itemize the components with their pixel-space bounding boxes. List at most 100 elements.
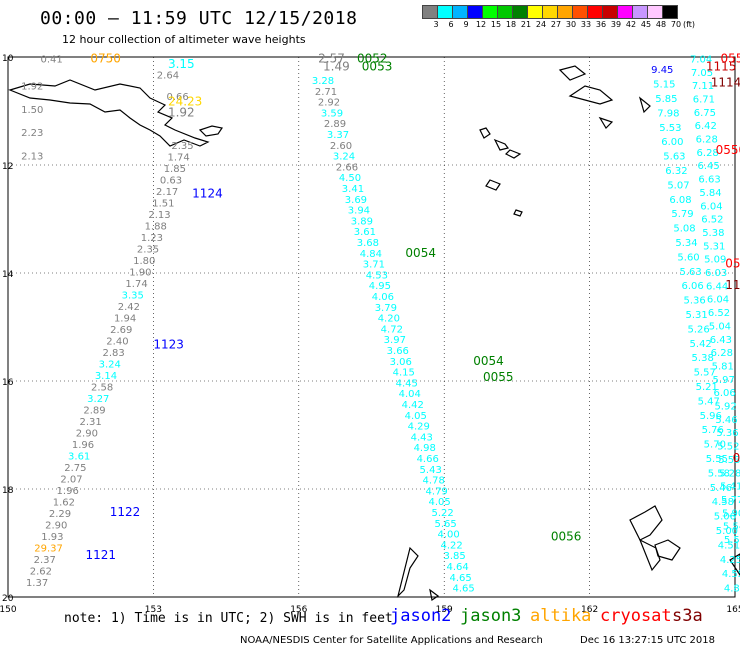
- wave-height-value: 2.90: [45, 521, 67, 532]
- wave-height-value: 3.27: [87, 394, 109, 405]
- wave-height-value: 1.80: [133, 256, 155, 267]
- wave-height-value: 2.40: [106, 336, 128, 347]
- legend-label: 24: [535, 20, 547, 29]
- map-frame: [7, 56, 736, 598]
- wave-height-value: 5.41: [720, 482, 740, 493]
- island-outline: [729, 553, 740, 577]
- wave-height-value: 7.98: [657, 108, 679, 119]
- wave-height-value: 5.57: [694, 368, 716, 379]
- wave-height-value: 1.96: [57, 486, 79, 497]
- wave-height-value: 5.09: [704, 255, 726, 266]
- wave-height-value: 2.89: [83, 406, 105, 417]
- lon-tick-label: 162: [581, 605, 598, 615]
- wave-height-value: 1.51: [152, 198, 174, 209]
- wave-height-value: 1.37: [26, 578, 48, 589]
- orbit-time-label: 0: [733, 451, 740, 465]
- wave-height-value: 2.62: [30, 567, 52, 578]
- wave-height-value: 3.41: [342, 184, 364, 195]
- wave-height-value: 4.15: [393, 368, 415, 379]
- wave-height-value: 6.75: [694, 108, 716, 119]
- legend-cell: [512, 5, 528, 19]
- legend-cell: [437, 5, 453, 19]
- wave-height-value: 2.13: [21, 152, 43, 163]
- island-outline: [479, 127, 491, 139]
- legend-label: 70: [670, 20, 682, 29]
- wave-height-value: 5.04: [709, 321, 731, 332]
- wave-height-value: 1.74: [168, 152, 190, 163]
- wave-height-value: 6.42: [695, 121, 717, 132]
- wave-height-value: 3.24: [333, 152, 355, 163]
- wave-height-value: 6.28: [711, 348, 733, 359]
- wave-height-value: 5.79: [671, 209, 693, 220]
- orbit-time-label: 0056: [551, 529, 582, 543]
- orbit-time-label: 2.57: [318, 51, 345, 65]
- wave-height-value: 5.65: [435, 519, 457, 530]
- wave-height-value: 5.06: [714, 512, 736, 523]
- wave-height-value: 4.89: [724, 584, 740, 595]
- wave-height-value: 6.28: [697, 148, 719, 159]
- wave-height-value: 6.52: [708, 308, 730, 319]
- wave-height-value: 5.43: [420, 465, 442, 476]
- wave-height-value: 3.24: [99, 360, 121, 371]
- wave-height-value: 4.79: [426, 486, 448, 497]
- wave-height-value: 5.96: [700, 411, 722, 422]
- wave-height-value: 5.51: [724, 535, 740, 546]
- orbit-time-label: 0054: [473, 354, 504, 368]
- wave-height-value: 2.35: [171, 141, 193, 152]
- satellite-name-jason2: jason2: [390, 606, 452, 626]
- wave-height-value: 6.04: [707, 295, 729, 306]
- wave-height-value: 3.69: [345, 195, 367, 206]
- legend-label: 15: [490, 20, 502, 29]
- wave-height-value: 3.97: [384, 335, 406, 346]
- wave-height-value: 3.85: [443, 551, 465, 562]
- legend-label: 33: [580, 20, 592, 29]
- island-outline: [485, 179, 501, 191]
- legend-label: 21: [520, 20, 532, 29]
- wave-height-value: 0.63: [160, 175, 182, 186]
- wave-height-value: 6.63: [698, 175, 720, 186]
- lon-tick-label: 159: [436, 605, 453, 615]
- wave-height-value: 5.81: [712, 361, 734, 372]
- wave-height-value: 5.47: [698, 396, 720, 407]
- wave-height-value: 4.58: [712, 497, 734, 508]
- wave-height-value: 4.04: [399, 389, 421, 400]
- lat-tick-label: 10: [2, 54, 14, 64]
- wave-height-value: 5.53: [659, 123, 681, 134]
- coastlines: [8, 65, 740, 601]
- color-legend: 3 6 9 12 15 18 21 24 27 30 33 36 39 42 45 48 70 (ft): [422, 5, 695, 33]
- wave-height-value: 6.03: [705, 268, 727, 279]
- orbit-time-label: 1113: [725, 278, 740, 292]
- wave-height-value: 5.00: [716, 526, 738, 537]
- orbit-time-label: 1122: [110, 505, 141, 519]
- legend-label: 39: [610, 20, 622, 29]
- orbit-time-label: 1114: [711, 76, 740, 90]
- wave-height-value: 5.38: [692, 353, 714, 364]
- orbit-time-label: 1.49: [323, 60, 350, 74]
- lat-tick-label: 18: [2, 486, 14, 496]
- wave-height-value: 4.55: [722, 569, 740, 580]
- wave-height-value: 5.55: [706, 454, 728, 465]
- wave-height-value: 4.05: [405, 411, 427, 422]
- legend-label: 42: [625, 20, 637, 29]
- orbit-time-label: 1124: [192, 186, 223, 200]
- wave-height-value: 5.07: [667, 180, 689, 191]
- wave-height-value: 3.61: [354, 227, 376, 238]
- wave-height-value: 5.54: [723, 522, 740, 533]
- legend-label: 27: [550, 20, 562, 29]
- legend-labels: 3 6 9 12 15 18 21 24 27 30 33 36 39 42 45 48 70 (ft): [422, 19, 695, 33]
- orbit-time-label: 0052: [357, 51, 388, 65]
- island-outline: [396, 546, 419, 598]
- wave-height-value: 3.94: [348, 206, 370, 217]
- wave-height-value: 4.06: [372, 292, 394, 303]
- wave-height-value: 6.28: [696, 135, 718, 146]
- legend-cell: [632, 5, 648, 19]
- wave-height-value: 2.42: [118, 302, 140, 313]
- credit-line: NOAA/NESDIS Center for Satellite Applica…: [240, 635, 543, 646]
- wave-height-value: 4.66: [417, 454, 439, 465]
- wave-height-value: 2.64: [157, 71, 179, 82]
- wave-height-value: 4.20: [378, 314, 400, 325]
- wave-height-value: 3.35: [122, 290, 144, 301]
- lat-tick-label: 16: [2, 378, 14, 388]
- wave-height-value: 1.88: [145, 221, 167, 232]
